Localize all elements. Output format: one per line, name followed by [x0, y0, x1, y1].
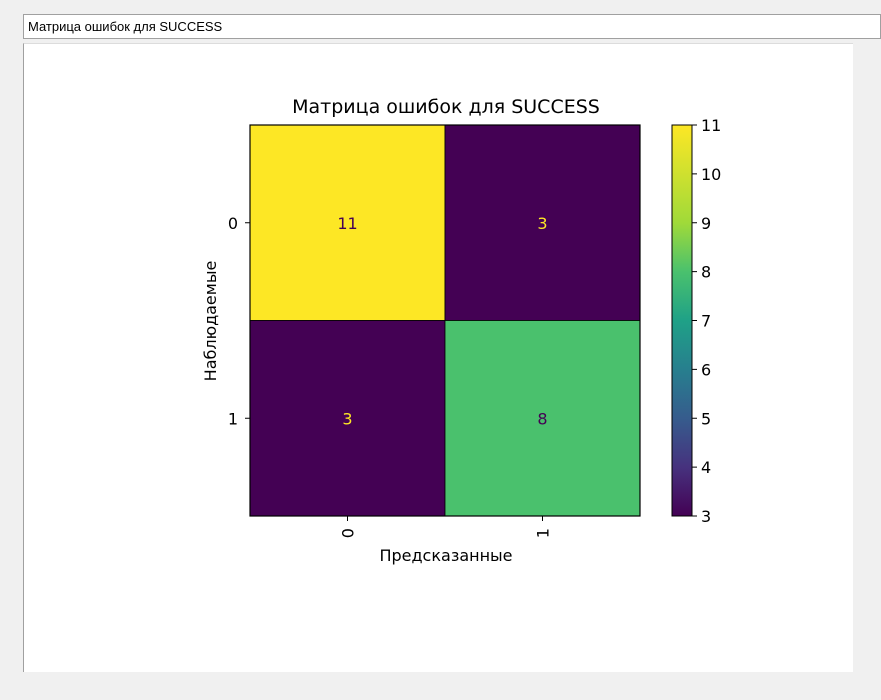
heatmap-cell-labels: 11 3 3 8 [337, 214, 547, 429]
window-title-bar: Матрица ошибок для SUCCESS [23, 14, 881, 39]
colorbar-tick-label-6: 9 [701, 214, 711, 233]
heatmap-cell-r1-c1 [444, 320, 641, 517]
cell-value-label-r0-c1: 3 [537, 214, 547, 233]
heatmap-cell-r0-c1 [444, 124, 641, 321]
cell-value-label-r1-c1: 8 [537, 409, 547, 428]
colorbar-tick-label-5: 8 [701, 263, 711, 282]
right-margin [853, 43, 881, 676]
chart-title: Матрица ошибок для SUCCESS [292, 96, 600, 118]
colorbar-tick-label-1: 4 [701, 458, 711, 477]
heatmap-cell-r1-c0 [249, 320, 446, 517]
colorbar-tick-label-8: 11 [701, 116, 721, 135]
plot-area-border [249, 124, 641, 517]
y-tick-label-0: 0 [228, 214, 238, 233]
bottom-margin [23, 672, 881, 700]
x-tick-label-1: 1 [534, 528, 553, 538]
x-axis-label: Предсказанные [379, 546, 512, 565]
colorbar-tick-label-7: 10 [701, 165, 721, 184]
y-tick-label-1: 1 [228, 409, 238, 428]
colorbar-ticks: 3 4 5 6 7 8 9 10 11 [692, 116, 721, 526]
colorbar-tick-label-3: 6 [701, 360, 711, 379]
colorbar-tick-label-0: 3 [701, 507, 711, 526]
cell-value-label-r1-c0: 3 [342, 409, 352, 428]
colorbar [671, 124, 693, 517]
x-tick-label-0: 0 [339, 528, 358, 538]
y-axis-ticks: 01 [228, 214, 250, 428]
cell-value-label-r0-c0: 11 [337, 214, 357, 233]
heatmap-cell-r0-c0 [249, 124, 446, 321]
colorbar-tick-label-2: 5 [701, 409, 711, 428]
colorbar-tick-label-4: 7 [701, 312, 711, 331]
heatmap-cells [249, 124, 641, 517]
window-title: Матрица ошибок для SUCCESS [28, 19, 223, 34]
y-axis-label: Наблюдаемые [201, 261, 220, 382]
